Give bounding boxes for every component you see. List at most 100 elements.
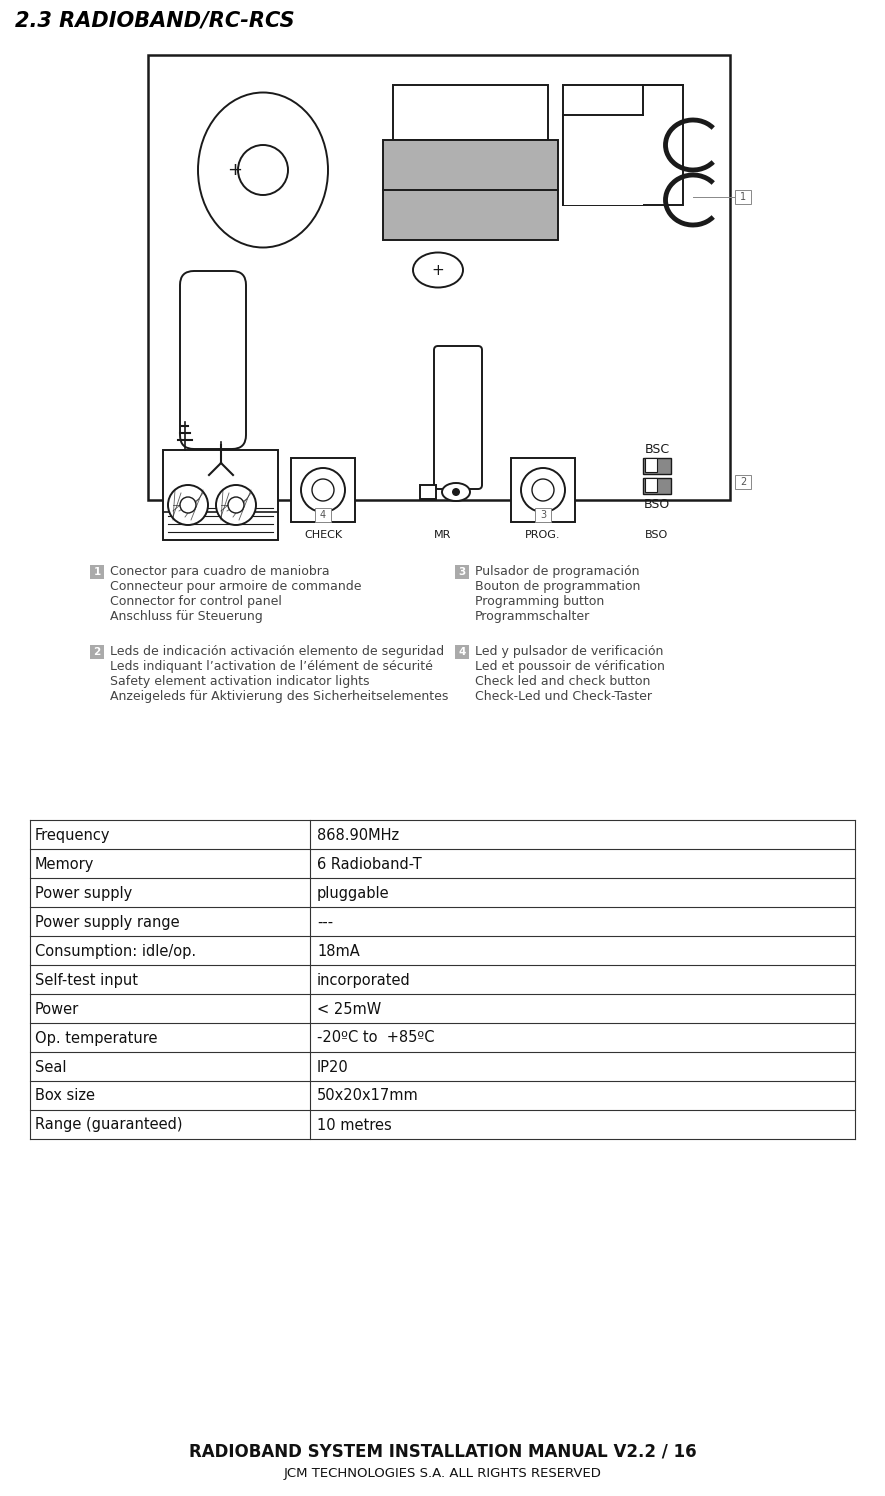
Text: BSO: BSO [645,530,669,540]
Text: 2: 2 [740,477,746,488]
Text: 6 Radioband-T: 6 Radioband-T [317,857,422,872]
Text: CHECK: CHECK [304,530,342,540]
Text: +: + [227,162,242,180]
Bar [30,1023,855,1052]
Text: 3: 3 [540,510,546,521]
Text: 2: 2 [94,646,101,657]
Text: JCM TECHNOLOGIES S.A. ALL RIGHTS RESERVED: JCM TECHNOLOGIES S.A. ALL RIGHTS RESERVE… [283,1468,602,1481]
Text: Check led and check button: Check led and check button [475,675,650,688]
Bar [511,458,575,522]
Text: 4: 4 [458,646,466,657]
Text: PROG.: PROG. [526,530,561,540]
Text: Op. temperature: Op. temperature [35,1031,158,1046]
Text: 2.3 RADIOBAND/RC-RCS: 2.3 RADIOBAND/RC-RCS [15,10,295,30]
Text: 50x20x17mm: 50x20x17mm [317,1089,419,1104]
Text: Pulsador de programación: Pulsador de programación [475,565,640,577]
Text: Led y pulsador de verificación: Led y pulsador de verificación [475,645,664,658]
Text: 868.90MHz: 868.90MHz [317,827,399,842]
Text: 18mA: 18mA [317,944,359,959]
FancyBboxPatch shape [434,346,482,489]
Circle shape [168,485,208,525]
Circle shape [521,468,565,512]
Text: -20ºC to  +85ºC: -20ºC to +85ºC [317,1031,435,1046]
Text: 1: 1 [740,191,746,202]
Text: Seal: Seal [35,1059,66,1074]
Text: Bouton de programmation: Bouton de programmation [475,580,641,592]
Text: Frequency: Frequency [35,827,111,842]
Bar [30,1110,855,1138]
Bar [645,458,657,473]
Bar [90,565,104,579]
Text: Check-Led und Check-Taster: Check-Led und Check-Taster [475,690,652,703]
Bar [30,1082,855,1110]
Bar [643,458,671,474]
Bar [535,509,551,522]
Text: Power supply range: Power supply range [35,914,180,929]
Text: 3: 3 [458,567,466,577]
Text: RADIOBAND SYSTEM INSTALLATION MANUAL V2.2 / 16: RADIOBAND SYSTEM INSTALLATION MANUAL V2.… [189,1444,696,1462]
Bar [315,509,331,522]
Text: Programming button: Programming button [475,595,604,607]
Bar [30,820,855,850]
Bar [563,85,683,205]
Bar [643,479,671,494]
Text: Connector for control panel: Connector for control panel [110,595,282,607]
Bar [455,565,469,579]
Text: Anschluss für Steuerung: Anschluss für Steuerung [110,610,263,622]
Circle shape [180,497,196,513]
Bar [735,476,751,489]
Text: Consumption: idle/op.: Consumption: idle/op. [35,944,196,959]
Bar [148,55,730,500]
Bar [393,85,548,141]
Text: Leds indiquant l’activation de l’élément de sécurité: Leds indiquant l’activation de l’élément… [110,660,433,673]
Circle shape [228,497,244,513]
Ellipse shape [442,483,470,501]
Circle shape [301,468,345,512]
Text: IP20: IP20 [317,1059,349,1074]
Text: Memory: Memory [35,857,95,872]
Bar [90,645,104,660]
Text: MR: MR [435,530,451,540]
Bar [30,993,855,1023]
Text: BSC: BSC [644,443,670,456]
Bar [420,485,436,500]
Text: 1: 1 [94,567,101,577]
Bar [30,850,855,878]
Bar [30,965,855,993]
Text: ---: --- [317,914,333,929]
Text: incorporated: incorporated [317,972,411,987]
Bar [30,936,855,965]
Bar [455,645,469,660]
Text: Box size: Box size [35,1089,95,1104]
Bar [30,1052,855,1082]
Text: 4: 4 [320,510,326,521]
Text: Conector para cuadro de maniobra: Conector para cuadro de maniobra [110,565,329,577]
Circle shape [532,479,554,501]
Circle shape [238,145,288,194]
Bar [645,479,657,492]
Bar [383,141,558,239]
Text: pluggable: pluggable [317,886,389,901]
Text: < 25mW: < 25mW [317,1001,381,1016]
Text: Programmschalter: Programmschalter [475,610,590,622]
Circle shape [452,488,460,497]
Ellipse shape [413,253,463,287]
Bar [291,458,355,522]
Bar [563,115,643,205]
Text: +: + [432,262,444,277]
Bar [163,450,278,540]
Text: Leds de indicación activación elemento de seguridad: Leds de indicación activación elemento d… [110,645,444,658]
Circle shape [312,479,334,501]
Text: Self-test input: Self-test input [35,972,138,987]
Text: Led et poussoir de vérification: Led et poussoir de vérification [475,660,665,673]
Bar [30,907,855,936]
Circle shape [216,485,256,525]
Text: Connecteur pour armoire de commande: Connecteur pour armoire de commande [110,580,361,592]
FancyBboxPatch shape [180,271,246,449]
Bar [30,878,855,907]
Text: BSO: BSO [644,498,670,512]
Text: Range (guaranteed): Range (guaranteed) [35,1118,182,1132]
Text: Power: Power [35,1001,80,1016]
Ellipse shape [198,93,328,247]
Bar [735,190,751,203]
